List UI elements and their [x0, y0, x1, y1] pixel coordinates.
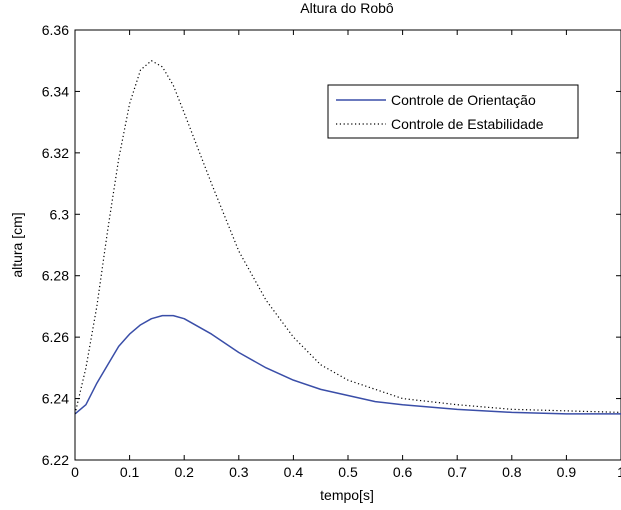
- x-tick-label: 0: [71, 464, 79, 480]
- legend-label-estabilidade: Controle de Estabilidade: [391, 116, 544, 132]
- x-tick-label: 0.1: [120, 464, 140, 480]
- y-tick-label: 6.24: [42, 391, 69, 407]
- chart-title: Altura do Robô: [300, 0, 394, 16]
- x-axis-label: tempo[s]: [320, 487, 374, 503]
- x-tick-label: 0.2: [174, 464, 194, 480]
- y-tick-label: 6.22: [42, 452, 69, 468]
- series-line-estabilidade: [74, 60, 621, 415]
- x-tick-label: 0.7: [447, 464, 467, 480]
- series-layer: [74, 60, 621, 415]
- legend: Controle de Orientação Controle de Estab…: [327, 84, 579, 139]
- x-tick-label: 0.6: [393, 464, 413, 480]
- y-tick-label: 6.32: [42, 145, 69, 161]
- x-tick-label: 0.9: [557, 464, 577, 480]
- x-axis-ticks: 0 0.1 0.2 0.3 0.4 0.5 0.6 0.7 0.8 0.9 1: [71, 30, 621, 480]
- y-tick-label: 6.26: [42, 329, 69, 345]
- legend-label-orientacao: Controle de Orientação: [391, 92, 536, 108]
- series-line-orientacao: [74, 314, 621, 415]
- x-tick-label: 0.5: [338, 464, 358, 480]
- legend-box: [327, 84, 579, 139]
- y-tick-label: 6.36: [42, 22, 69, 38]
- y-tick-label: 6.3: [50, 206, 70, 222]
- y-tick-label: 6.34: [42, 83, 69, 99]
- x-tick-label: 0.3: [229, 464, 249, 480]
- y-axis-label: altura [cm]: [9, 212, 25, 277]
- x-tick-label: 0.4: [284, 464, 304, 480]
- x-tick-label: 1: [617, 464, 621, 480]
- y-tick-label: 6.28: [42, 268, 69, 284]
- y-axis-ticks: 6.22 6.24 6.26 6.28 6.3 6.32 6.34 6.36: [42, 22, 621, 468]
- x-tick-label: 0.8: [502, 464, 522, 480]
